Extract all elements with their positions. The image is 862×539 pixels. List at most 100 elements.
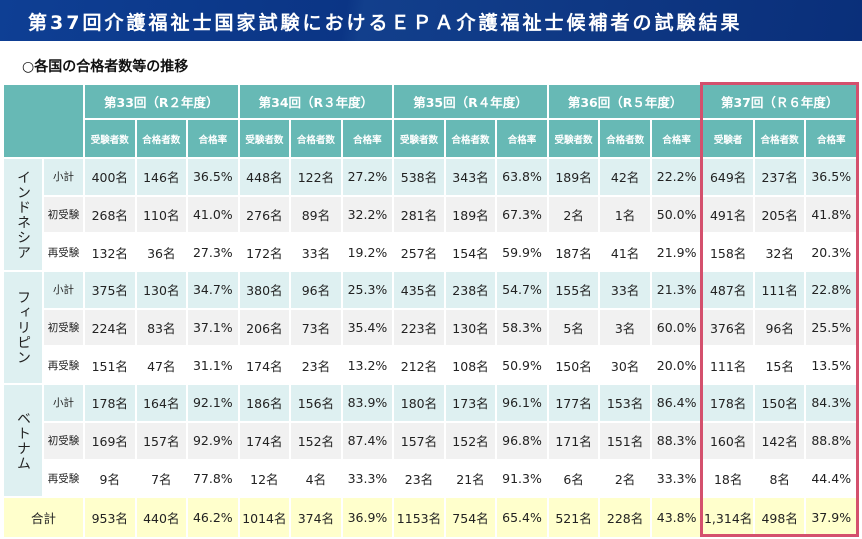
table-cell: 13.5%: [804, 345, 858, 386]
table-cell: 164名: [134, 383, 189, 423]
table-cell: 132名: [83, 232, 137, 273]
table-cell: 23名: [289, 345, 343, 386]
table-cell: 187名: [546, 232, 601, 273]
column-header: 合格率: [649, 118, 704, 159]
table-cell: 88.3%: [649, 420, 704, 461]
page-title: 第37回介護福祉士国家試験におけるＥＰＡ介護福祉士候補者の試験結果: [0, 0, 862, 41]
column-header: 合格率: [804, 118, 858, 159]
table-cell: 2名: [546, 194, 601, 235]
table-cell: 146名: [134, 157, 189, 197]
table-cell: 435名: [392, 270, 446, 310]
total-cell: 46.2%: [186, 496, 240, 539]
table-cell: 178名: [83, 383, 137, 423]
table-cell: 186名: [237, 383, 292, 423]
table-cell: 400名: [83, 157, 137, 197]
group-header: 第33回（R２年度）: [83, 83, 240, 120]
table-cell: 34.7%: [186, 270, 240, 310]
table-cell: 122名: [289, 157, 343, 197]
table-cell: 151名: [83, 345, 137, 386]
table-cell: 375名: [83, 270, 137, 310]
table-cell: 177名: [546, 383, 601, 423]
section-title: ○各国の合格者数等の推移: [22, 59, 189, 75]
total-cell: 754名: [443, 496, 498, 539]
table-cell: 111名: [752, 270, 807, 310]
table-cell: 212名: [392, 345, 446, 386]
country-label: フィリピン: [2, 270, 44, 386]
table-cell: 7名: [134, 458, 189, 499]
table-cell: 83.9%: [340, 383, 395, 423]
total-cell: 440名: [134, 496, 189, 539]
table-cell: 174名: [237, 345, 292, 386]
total-cell: 65.4%: [495, 496, 549, 539]
table-cell: 150名: [546, 345, 601, 386]
table-cell: 33.3%: [340, 458, 395, 499]
table-cell: 223名: [392, 307, 446, 348]
group-header: 第35回（R４年度）: [392, 83, 549, 120]
table-cell: 174名: [237, 420, 292, 461]
table-cell: 36.5%: [186, 157, 240, 197]
table-cell: 96名: [752, 307, 807, 348]
table-cell: 3名: [598, 307, 652, 348]
table-cell: 169名: [83, 420, 137, 461]
table-cell: 59.9%: [495, 232, 549, 273]
country-label: ベトナム: [2, 383, 44, 499]
table-cell: 86.4%: [649, 383, 704, 423]
table-cell: 110名: [134, 194, 189, 235]
column-header: 合格率: [186, 118, 240, 159]
table-cell: 96.1%: [495, 383, 549, 423]
table-cell: 154名: [443, 232, 498, 273]
table-cell: 157名: [134, 420, 189, 461]
total-cell: 498名: [752, 496, 807, 539]
table-row: 初受験 224名 83名 37.1% 206名 73名 35.4% 223名 130名 58.3%…: [3, 307, 858, 348]
row-label: 小計: [42, 270, 85, 310]
column-header: 受験者数: [392, 118, 446, 159]
table-cell: 153名: [598, 383, 652, 423]
table-cell: 160名: [701, 420, 755, 461]
table-cell: 32名: [752, 232, 807, 273]
column-header: 合格者数: [598, 118, 652, 159]
table-cell: 491名: [701, 194, 755, 235]
total-cell: 374名: [289, 496, 343, 539]
row-label: 再受験: [42, 458, 85, 499]
column-header: 受験者数: [83, 118, 137, 159]
table-row: 初受験 268名 110名 41.0% 276名 89名 32.2% 281名 189名 67.3…: [3, 194, 858, 235]
table-cell: 67.3%: [495, 194, 549, 235]
table-cell: 380名: [237, 270, 292, 310]
table-cell: 376名: [701, 307, 755, 348]
table-cell: 27.2%: [340, 157, 395, 197]
table-cell: 152名: [289, 420, 343, 461]
table-cell: 41名: [598, 232, 652, 273]
table-cell: 649名: [701, 157, 755, 197]
table-cell: 172名: [237, 232, 292, 273]
table-cell: 2名: [598, 458, 652, 499]
table-cell: 19.2%: [340, 232, 395, 273]
table-cell: 151名: [598, 420, 652, 461]
table-cell: 206名: [237, 307, 292, 348]
total-cell: 1014名: [237, 496, 292, 539]
table-cell: 54.7%: [495, 270, 549, 310]
total-cell: 1,314名: [701, 496, 755, 539]
total-cell: 228名: [598, 496, 652, 539]
table-cell: 33名: [289, 232, 343, 273]
column-header: 合格者数: [134, 118, 189, 159]
table-cell: 189名: [443, 194, 498, 235]
table-cell: 130名: [134, 270, 189, 310]
total-row: 合計 953名 440名 46.2% 1014名 374名 36.9% 1153名 754名 65…: [2, 496, 858, 539]
total-cell: 37.9%: [804, 496, 858, 539]
table-row: フィリピン 小計 375名 130名 34.7% 380名 96名 25.3% 435名 238名…: [2, 270, 858, 386]
table-row: 再受験 151名 47名 31.1% 174名 23名 13.2% 212名 108名 50.9%…: [3, 345, 858, 386]
table-cell: 157名: [392, 420, 446, 461]
table-cell: 42名: [598, 157, 652, 197]
table-cell: 238名: [443, 270, 498, 310]
country-label: インドネシア: [2, 156, 44, 273]
table-cell: 91.3%: [495, 458, 549, 499]
row-label: 小計: [42, 157, 85, 197]
row-label: 初受験: [42, 307, 85, 348]
column-header: 合格者数: [443, 118, 498, 159]
table-cell: 276名: [237, 194, 292, 235]
table-cell: 21名: [443, 458, 498, 499]
table-cell: 36.5%: [804, 157, 858, 197]
table-cell: 4名: [289, 458, 343, 499]
table-cell: 32.2%: [340, 194, 395, 235]
table-cell: 63.8%: [495, 157, 549, 197]
